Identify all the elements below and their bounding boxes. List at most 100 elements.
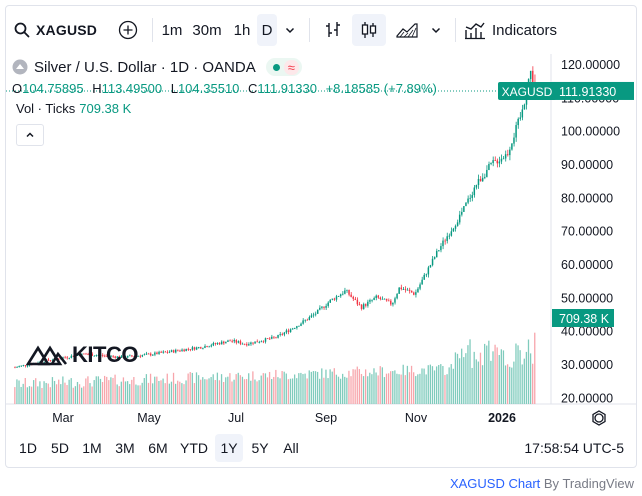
volume-bar xyxy=(174,383,177,404)
candle-body xyxy=(431,258,434,266)
search-icon xyxy=(14,22,30,38)
area-chart-type-button[interactable] xyxy=(390,14,424,46)
volume-bar xyxy=(212,374,214,404)
volume-bar xyxy=(85,378,87,404)
interval-dropdown[interactable] xyxy=(280,14,300,46)
chart-type-dropdown[interactable] xyxy=(426,14,446,46)
candle-body xyxy=(281,334,283,335)
tradingview-link[interactable]: TradingView xyxy=(562,476,634,491)
candle-body xyxy=(337,296,340,297)
range-6m[interactable]: 6M xyxy=(148,440,168,456)
candle-body xyxy=(481,177,484,182)
volume-bar xyxy=(392,371,394,404)
high-value: 113.49500 xyxy=(101,81,163,96)
volume-bar xyxy=(438,365,440,404)
volume-bar xyxy=(342,373,344,404)
candle-body xyxy=(177,349,179,351)
candle-body xyxy=(133,356,135,358)
candle-body xyxy=(122,355,125,359)
candle-body xyxy=(273,336,275,338)
interval-1m[interactable]: 1m xyxy=(161,21,183,39)
candle-body xyxy=(18,366,20,368)
volume-bar xyxy=(475,359,477,404)
range-ytd[interactable]: YTD xyxy=(180,440,208,456)
range-1d[interactable]: 1D xyxy=(19,440,37,456)
collapse-legend-button[interactable] xyxy=(16,124,44,146)
volume-bar xyxy=(106,376,108,404)
volume-bar xyxy=(458,358,461,404)
candle-body xyxy=(197,347,200,348)
candle-body xyxy=(342,293,344,295)
range-1m[interactable]: 1M xyxy=(82,440,102,456)
volume-bar xyxy=(519,350,521,404)
volume-bar xyxy=(521,364,523,404)
candle-body xyxy=(26,365,29,367)
price-chart[interactable]: 120.00000110.00000100.0000090.0000080.00… xyxy=(6,54,636,430)
symbol-price-tag xyxy=(498,81,556,100)
interval-30m[interactable]: 30m xyxy=(192,21,222,39)
candle-body xyxy=(78,355,81,357)
symbol-search[interactable]: XAGUSD xyxy=(14,14,97,46)
market-status-badge[interactable]: ≈ xyxy=(265,58,302,76)
volume-bar xyxy=(237,372,239,404)
candle-body xyxy=(97,355,100,356)
interval-1h[interactable]: 1h xyxy=(233,21,251,39)
candle-body xyxy=(406,289,409,291)
toolbar-divider xyxy=(309,18,310,42)
candle-body xyxy=(486,169,488,177)
candle-body xyxy=(202,347,204,349)
candle-body xyxy=(68,357,70,359)
candle-body xyxy=(327,302,329,306)
volume-bar xyxy=(55,384,58,404)
volume-bar xyxy=(35,378,37,404)
volume-bar xyxy=(114,374,116,404)
attribution: XAGUSD Chart By TradingView xyxy=(449,476,634,491)
candle-chart-type-button[interactable] xyxy=(352,14,386,46)
candle-body xyxy=(433,257,436,259)
candle-body xyxy=(523,104,526,110)
candle-body xyxy=(356,299,359,305)
candle-body xyxy=(72,355,75,357)
volume-bar xyxy=(327,378,329,404)
candle-body xyxy=(329,299,331,303)
candle-body xyxy=(47,359,50,361)
candle-body xyxy=(377,295,379,298)
candle-body xyxy=(463,206,465,212)
interval-d[interactable]: D xyxy=(257,14,277,46)
candle-body xyxy=(500,158,503,162)
volume-bar xyxy=(442,366,444,404)
range-3m[interactable]: 3M xyxy=(115,440,135,456)
range-5d[interactable]: 5D xyxy=(51,440,69,456)
volume-bar xyxy=(51,377,54,404)
indicators-button[interactable]: Indicators xyxy=(464,14,564,46)
timezone-clock[interactable]: 17:58:54 UTC-5 xyxy=(524,440,624,456)
symbol-chart-link[interactable]: XAGUSD Chart xyxy=(449,476,541,491)
candle-body xyxy=(227,340,229,342)
bar-chart-type-button[interactable] xyxy=(316,14,350,46)
candle-body xyxy=(396,293,398,299)
volume-bar xyxy=(421,368,423,404)
delayed-data-icon: ≈ xyxy=(283,59,299,75)
close-value: 111.91330 xyxy=(257,81,317,96)
volume-bar xyxy=(381,367,383,404)
volume-bar xyxy=(206,379,208,404)
volume-bar xyxy=(346,377,348,404)
candle-body xyxy=(415,292,417,295)
range-1y[interactable]: 1Y xyxy=(215,434,243,462)
candle-body xyxy=(250,342,252,345)
candle-body xyxy=(471,195,473,198)
indicators-icon xyxy=(465,22,485,40)
volume-bar xyxy=(14,387,16,404)
candle-body xyxy=(116,356,118,358)
range-5y[interactable]: 5Y xyxy=(251,440,269,456)
volume-bar xyxy=(32,380,35,404)
candle-body xyxy=(248,344,250,346)
candle-body xyxy=(126,355,129,358)
volume-bar xyxy=(293,374,296,404)
volume-bar xyxy=(377,375,379,404)
compare-symbol-button[interactable] xyxy=(112,14,144,46)
candle-body xyxy=(223,341,225,344)
range-all[interactable]: All xyxy=(283,440,299,456)
volume-bar xyxy=(500,349,502,404)
candle-body xyxy=(170,350,173,352)
